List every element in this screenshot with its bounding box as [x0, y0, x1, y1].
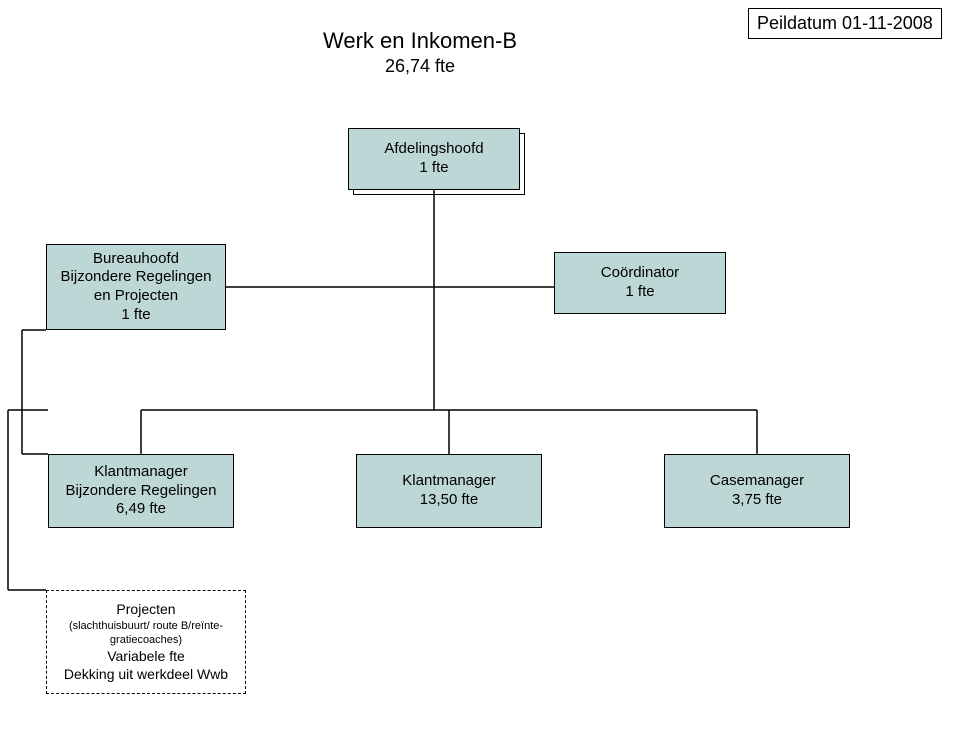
peildatum-text: Peildatum 01-11-2008	[757, 13, 933, 33]
node-klant-bijz-line3: 6,49 fte	[116, 500, 166, 519]
node-casemanager-line1: Casemanager	[710, 472, 804, 491]
node-projecten-line1: Projecten	[116, 600, 175, 618]
node-klant-bijz-line1: Klantmanager	[94, 463, 187, 482]
node-klant-bijz-line2: Bijzondere Regelingen	[66, 482, 217, 501]
node-afdelingshoofd: Afdelingshoofd 1 fte	[348, 128, 520, 190]
node-afdelingshoofd-line2: 1 fte	[419, 159, 448, 178]
node-coordinator-line1: Coördinator	[601, 264, 679, 283]
node-bureauhoofd-line2: Bijzondere Regelingen	[61, 268, 212, 287]
node-klant-bijz: Klantmanager Bijzondere Regelingen 6,49 …	[48, 454, 234, 528]
node-coordinator-line2: 1 fte	[625, 283, 654, 302]
node-klant-line1: Klantmanager	[402, 472, 495, 491]
node-bureauhoofd-line4: 1 fte	[121, 306, 150, 325]
title-main: Werk en Inkomen-B	[320, 28, 520, 54]
node-casemanager: Casemanager 3,75 fte	[664, 454, 850, 528]
node-projecten-line2: (slachthuisbuurt/ route B/reïnte-	[69, 619, 223, 633]
node-projecten-line5: Dekking uit werkdeel Wwb	[64, 665, 228, 683]
node-afdelingshoofd-line1: Afdelingshoofd	[384, 140, 483, 159]
node-klant-line2: 13,50 fte	[420, 491, 478, 510]
node-klant: Klantmanager 13,50 fte	[356, 454, 542, 528]
node-coordinator: Coördinator 1 fte	[554, 252, 726, 314]
node-projecten-line4: Variabele fte	[107, 647, 185, 665]
peildatum-box: Peildatum 01-11-2008	[748, 8, 942, 39]
node-bureauhoofd-line1: Bureauhoofd	[93, 250, 179, 269]
page-title: Werk en Inkomen-B 26,74 fte	[320, 28, 520, 77]
node-projecten: Projecten (slachthuisbuurt/ route B/reïn…	[46, 590, 246, 694]
node-casemanager-line2: 3,75 fte	[732, 491, 782, 510]
node-bureauhoofd: Bureauhoofd Bijzondere Regelingen en Pro…	[46, 244, 226, 330]
title-sub: 26,74 fte	[320, 56, 520, 77]
node-bureauhoofd-line3: en Projecten	[94, 287, 178, 306]
node-projecten-line3: gratiecoaches)	[110, 633, 182, 647]
